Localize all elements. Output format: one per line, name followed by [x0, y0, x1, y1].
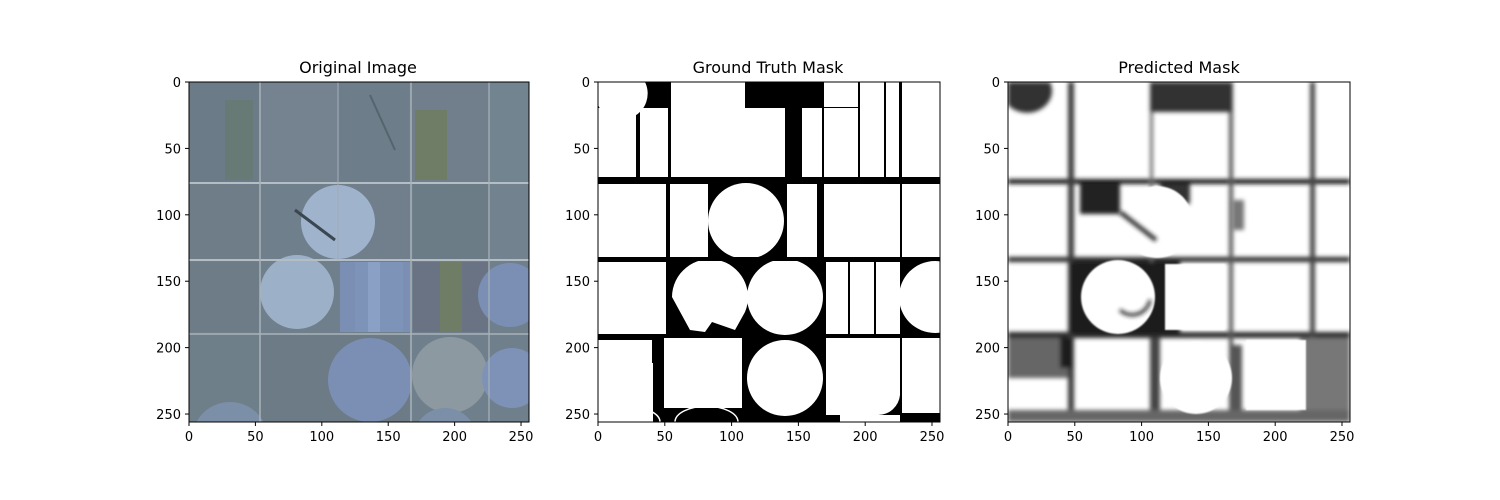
axis-ticks: 0 50 100 150 200 250 0 50 100 150 200 250 — [156, 76, 533, 445]
x-tick-label: 0 — [594, 430, 602, 445]
y-tick-label: 200 — [565, 342, 590, 357]
x-tick-label: 0 — [1004, 430, 1012, 445]
y-tick-label: 100 — [975, 209, 1000, 224]
y-tick-label: 50 — [164, 142, 181, 157]
panel-original: Original Image — [156, 58, 533, 445]
x-tick-label: 150 — [376, 430, 401, 445]
panel-title: Original Image — [299, 58, 417, 77]
y-tick-label: 250 — [975, 408, 1000, 423]
y-tick-label: 50 — [573, 142, 590, 157]
x-tick-label: 250 — [1330, 430, 1355, 445]
x-tick-label: 200 — [442, 430, 467, 445]
x-tick-label: 100 — [309, 430, 334, 445]
y-tick-label: 200 — [975, 342, 1000, 357]
axes-frame — [188, 81, 530, 423]
panel-ground-truth: Ground Truth Mask — [565, 58, 944, 445]
panel-title: Predicted Mask — [1118, 58, 1240, 77]
satellite-image — [189, 82, 529, 422]
y-tick-label: 100 — [565, 209, 590, 224]
axis-ticks: 0 50 100 150 200 250 0 50 100 150 200 250 — [975, 76, 1354, 445]
x-tick-label: 250 — [509, 430, 534, 445]
x-tick-label: 150 — [786, 430, 811, 445]
y-tick-label: 0 — [992, 76, 1000, 91]
axis-ticks: 0 50 100 150 200 250 0 50 100 150 200 250 — [565, 76, 944, 445]
y-tick-label: 150 — [565, 275, 590, 290]
axes-frame — [597, 81, 941, 423]
y-tick-label: 150 — [975, 275, 1000, 290]
y-tick-label: 0 — [173, 76, 181, 91]
ground-truth-mask — [598, 82, 940, 422]
axes-frame — [1007, 81, 1351, 423]
x-tick-label: 50 — [1067, 430, 1084, 445]
x-tick-label: 100 — [719, 430, 744, 445]
x-tick-label: 0 — [185, 430, 193, 445]
panel-title: Ground Truth Mask — [693, 58, 845, 77]
x-tick-label: 150 — [1196, 430, 1221, 445]
y-tick-label: 200 — [156, 342, 181, 357]
y-tick-label: 150 — [156, 275, 181, 290]
x-tick-label: 200 — [1263, 430, 1288, 445]
y-tick-label: 0 — [582, 76, 590, 91]
panel-predicted: Predicted Mask — [975, 58, 1354, 445]
x-tick-label: 200 — [853, 430, 878, 445]
y-tick-label: 250 — [565, 408, 590, 423]
x-tick-label: 50 — [657, 430, 674, 445]
y-tick-label: 100 — [156, 209, 181, 224]
x-tick-label: 50 — [247, 430, 264, 445]
predicted-mask — [1008, 82, 1350, 422]
x-tick-label: 100 — [1129, 430, 1154, 445]
y-tick-label: 50 — [983, 142, 1000, 157]
y-tick-label: 250 — [156, 408, 181, 423]
x-tick-label: 250 — [920, 430, 945, 445]
